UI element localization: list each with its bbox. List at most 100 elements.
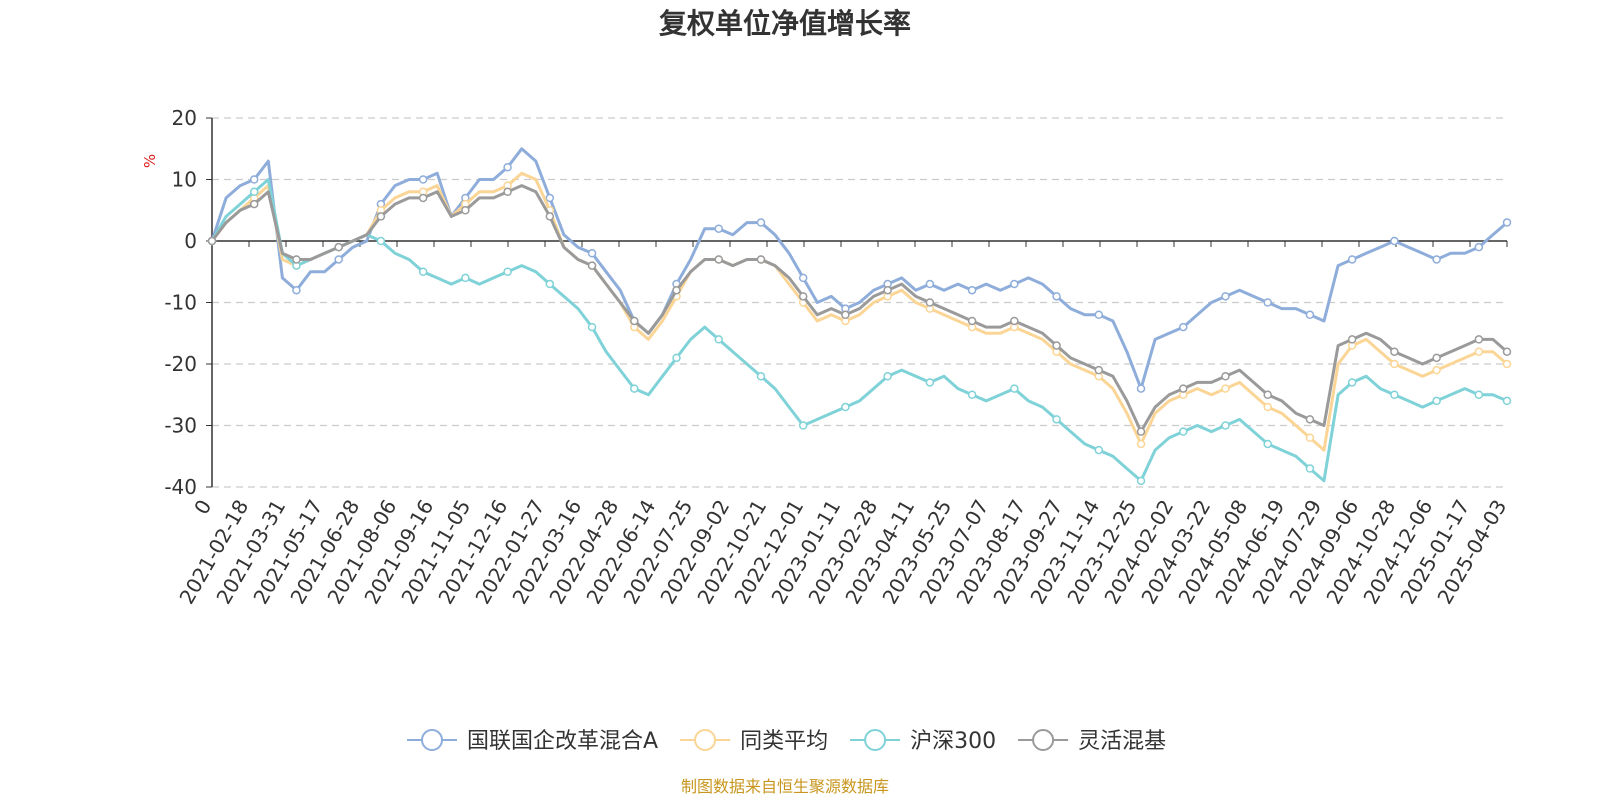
data-point[interactable] bbox=[545, 212, 555, 221]
data-point[interactable] bbox=[925, 378, 935, 387]
data-point[interactable] bbox=[798, 421, 808, 430]
data-point[interactable] bbox=[1179, 427, 1188, 436]
data-point[interactable] bbox=[1221, 384, 1230, 393]
data-point[interactable] bbox=[1136, 439, 1146, 449]
data-point[interactable] bbox=[1305, 433, 1315, 443]
data-point[interactable] bbox=[1305, 415, 1315, 424]
legend-item[interactable]: 灵活混基 bbox=[1018, 729, 1166, 754]
data-point[interactable] bbox=[1263, 390, 1272, 399]
data-point[interactable] bbox=[630, 384, 639, 393]
data-point[interactable] bbox=[1094, 445, 1104, 455]
data-point[interactable] bbox=[1502, 347, 1512, 356]
data-point[interactable] bbox=[503, 267, 512, 276]
data-point[interactable] bbox=[1052, 415, 1061, 424]
data-point[interactable] bbox=[1502, 218, 1512, 227]
data-point[interactable] bbox=[1432, 396, 1441, 406]
data-point[interactable] bbox=[334, 255, 343, 264]
data-point[interactable] bbox=[334, 242, 343, 252]
data-point[interactable] bbox=[1432, 255, 1441, 264]
data-point[interactable] bbox=[841, 310, 850, 320]
data-point[interactable] bbox=[714, 255, 723, 264]
data-point[interactable] bbox=[376, 212, 386, 221]
data-point[interactable] bbox=[1052, 341, 1061, 350]
data-point[interactable] bbox=[376, 236, 386, 246]
data-point[interactable] bbox=[1010, 316, 1019, 326]
data-point[interactable] bbox=[756, 218, 766, 227]
data-point[interactable] bbox=[1474, 242, 1484, 252]
data-point[interactable] bbox=[756, 255, 766, 264]
data-point[interactable] bbox=[967, 390, 977, 399]
data-point[interactable] bbox=[925, 298, 935, 307]
data-point[interactable] bbox=[714, 335, 723, 344]
legend-item[interactable]: 沪深300 bbox=[850, 729, 996, 754]
data-point[interactable] bbox=[587, 249, 597, 258]
data-point[interactable] bbox=[418, 193, 428, 203]
data-point[interactable] bbox=[587, 322, 597, 332]
data-point[interactable] bbox=[1010, 384, 1019, 393]
data-point[interactable] bbox=[1263, 439, 1272, 449]
data-point[interactable] bbox=[1263, 298, 1272, 307]
data-point[interactable] bbox=[1221, 421, 1230, 430]
y-tick-label: 0 bbox=[184, 229, 197, 253]
data-point[interactable] bbox=[1263, 402, 1272, 412]
data-point[interactable] bbox=[672, 285, 681, 295]
data-point[interactable] bbox=[1094, 310, 1104, 320]
data-point[interactable] bbox=[1347, 335, 1357, 344]
legend-marker bbox=[694, 729, 717, 751]
data-point[interactable] bbox=[967, 285, 977, 295]
data-point[interactable] bbox=[207, 236, 217, 246]
data-point[interactable] bbox=[883, 285, 892, 295]
data-point[interactable] bbox=[925, 279, 935, 289]
data-point[interactable] bbox=[587, 261, 597, 270]
data-point[interactable] bbox=[1347, 378, 1357, 387]
data-point[interactable] bbox=[714, 224, 723, 233]
data-point[interactable] bbox=[461, 273, 470, 283]
data-point[interactable] bbox=[249, 175, 259, 184]
data-point[interactable] bbox=[672, 353, 681, 363]
data-point[interactable] bbox=[1179, 384, 1188, 393]
data-point[interactable] bbox=[1052, 292, 1061, 301]
data-point[interactable] bbox=[1221, 292, 1230, 301]
data-point[interactable] bbox=[756, 372, 766, 381]
data-point[interactable] bbox=[1305, 310, 1315, 320]
data-point[interactable] bbox=[1136, 427, 1146, 436]
data-point[interactable] bbox=[1221, 372, 1230, 381]
data-point[interactable] bbox=[1390, 390, 1399, 399]
data-point[interactable] bbox=[1432, 353, 1441, 363]
data-point[interactable] bbox=[1347, 255, 1357, 264]
data-point[interactable] bbox=[1390, 347, 1399, 356]
data-point[interactable] bbox=[249, 187, 259, 197]
data-point[interactable] bbox=[1502, 359, 1512, 369]
data-point[interactable] bbox=[1502, 396, 1512, 406]
data-point[interactable] bbox=[1474, 335, 1484, 344]
data-point[interactable] bbox=[1390, 236, 1399, 246]
legend-item[interactable]: 国联国企改革混合A bbox=[407, 729, 658, 754]
data-point[interactable] bbox=[883, 372, 892, 381]
data-point[interactable] bbox=[1136, 476, 1146, 486]
data-point[interactable] bbox=[418, 175, 428, 184]
data-point[interactable] bbox=[1136, 384, 1146, 393]
data-point[interactable] bbox=[841, 402, 850, 412]
data-point[interactable] bbox=[798, 273, 808, 283]
data-point[interactable] bbox=[1474, 390, 1484, 399]
data-point[interactable] bbox=[545, 193, 555, 203]
data-point[interactable] bbox=[1474, 347, 1484, 356]
data-point[interactable] bbox=[798, 292, 808, 301]
data-point[interactable] bbox=[292, 255, 301, 264]
data-point[interactable] bbox=[630, 316, 639, 326]
data-point[interactable] bbox=[1094, 365, 1104, 375]
data-point[interactable] bbox=[461, 206, 470, 215]
data-point[interactable] bbox=[1305, 464, 1315, 473]
legend-item[interactable]: 同类平均 bbox=[680, 729, 828, 754]
data-point[interactable] bbox=[1179, 322, 1188, 332]
data-point[interactable] bbox=[1432, 365, 1441, 375]
data-point[interactable] bbox=[1390, 359, 1399, 369]
data-point[interactable] bbox=[249, 199, 259, 209]
data-point[interactable] bbox=[545, 279, 555, 289]
data-point[interactable] bbox=[292, 285, 301, 295]
data-point[interactable] bbox=[1010, 279, 1019, 289]
data-point[interactable] bbox=[418, 267, 428, 276]
data-point[interactable] bbox=[503, 162, 512, 172]
data-point[interactable] bbox=[503, 187, 512, 197]
data-point[interactable] bbox=[967, 316, 977, 326]
